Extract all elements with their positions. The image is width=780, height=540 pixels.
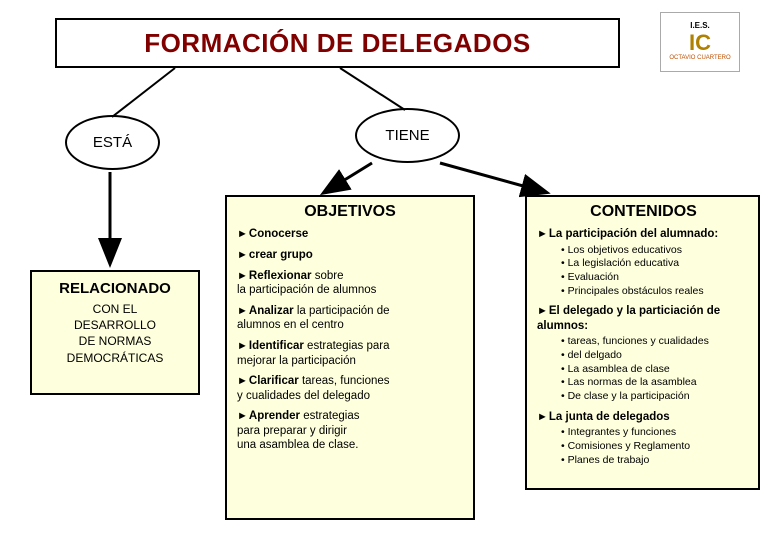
title-box: FORMACIÓN DE DELEGADOS (55, 18, 620, 68)
logo-mid-text: IC (689, 31, 711, 55)
objetivo-item: ►Reflexionar sobrela participación de al… (237, 269, 463, 298)
objetivo-item: ►Analizar la participación dealumnos en … (237, 304, 463, 333)
box-relacionado: RELACIONADO CON ELDESARROLLODE NORMASDEM… (30, 270, 200, 395)
objetivo-item: ►Clarificar tareas, funcionesy cualidade… (237, 374, 463, 403)
objetivo-item: ►Identificar estrategias paramejorar la … (237, 339, 463, 368)
relacionado-header: RELACIONADO (38, 280, 192, 297)
objetivo-item: ►Conocerse (237, 227, 463, 242)
node-tiene-label: TIENE (385, 127, 429, 144)
contenido-bullets: Integrantes y funcionesComisiones y Regl… (561, 426, 750, 467)
contenido-section: ►La participación del alumnado: (537, 227, 750, 242)
objetivos-list: ►Conocerse ►crear grupo ►Reflexionar sobre… (237, 227, 463, 453)
node-esta-label: ESTÁ (93, 134, 132, 151)
contenido-section: ►El delegado y la particiación de alumno… (537, 304, 750, 333)
node-esta: ESTÁ (65, 115, 160, 170)
contenidos-title: CONTENIDOS (537, 203, 750, 221)
objetivo-item: ►crear grupo (237, 248, 463, 263)
objetivo-item: ►Aprender estrategiaspara preparar y dir… (237, 409, 463, 453)
relacionado-sub: CON ELDESARROLLODE NORMASDEMOCRÁTICAS (38, 301, 192, 366)
school-logo: I.E.S. IC OCTAVIO CUARTERO (660, 12, 740, 72)
contenido-section: ►La junta de delegados (537, 410, 750, 425)
contenido-bullets: Los objetivos educativosLa legislación e… (561, 244, 750, 299)
box-objetivos: OBJETIVOS ►Conocerse ►crear grupo ►Reflexi… (225, 195, 475, 520)
contenido-bullets: tareas, funciones y cualidadesdel delgad… (561, 335, 750, 403)
page-title: FORMACIÓN DE DELEGADOS (144, 28, 531, 59)
contenidos-list: ►La participación del alumnado: Los objet… (537, 227, 750, 467)
logo-bottom-text: OCTAVIO CUARTERO (669, 55, 730, 62)
box-contenidos: CONTENIDOS ►La participación del alumnad… (525, 195, 760, 490)
node-tiene: TIENE (355, 108, 460, 163)
objetivos-title: OBJETIVOS (237, 203, 463, 221)
